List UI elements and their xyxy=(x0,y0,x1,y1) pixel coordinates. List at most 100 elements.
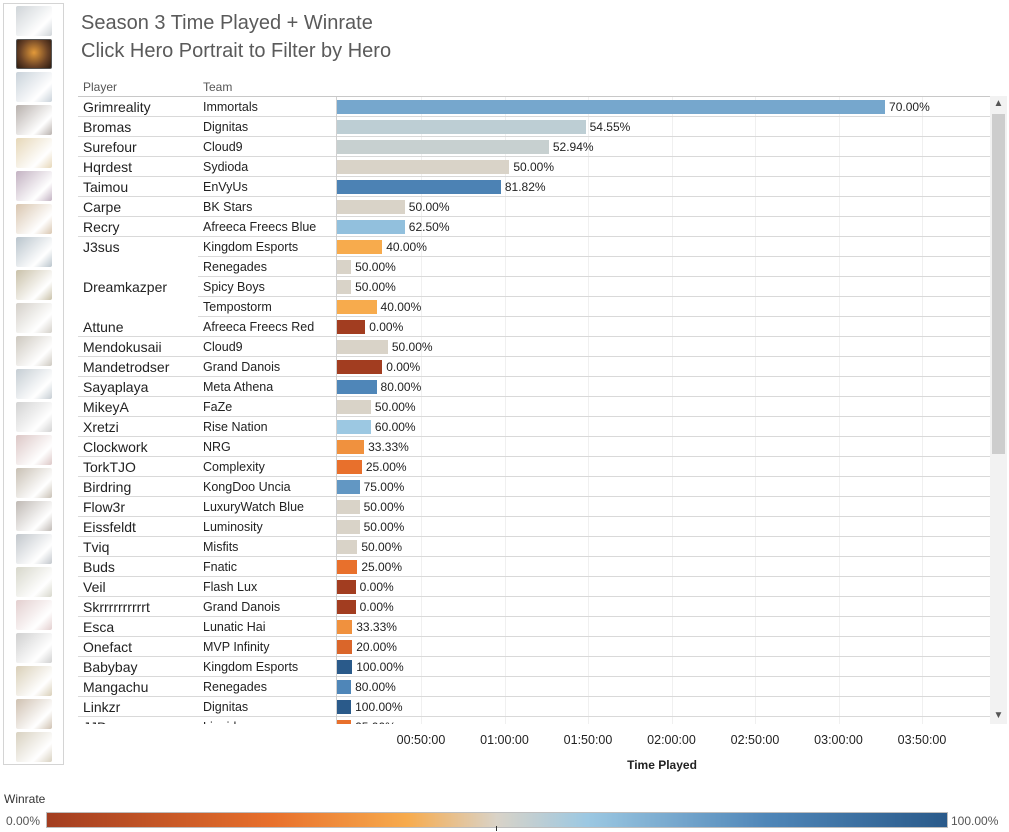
time-played-bar[interactable] xyxy=(337,320,366,334)
time-played-bar[interactable] xyxy=(337,420,371,434)
table-row[interactable]: Flow3r LuxuryWatch Blue 50.00% xyxy=(78,497,990,517)
time-played-bar[interactable] xyxy=(337,580,356,594)
time-played-bar[interactable] xyxy=(337,240,383,254)
time-played-bar[interactable] xyxy=(337,200,405,214)
table-row[interactable]: Renegades 50.00% xyxy=(78,257,990,277)
time-played-bar[interactable] xyxy=(337,620,353,634)
table-row[interactable]: J3sus Kingdom Esports 40.00% xyxy=(78,237,990,257)
table-row[interactable]: Skrrrrrrrrrrt Grand Danois 0.00% xyxy=(78,597,990,617)
time-played-bar[interactable] xyxy=(337,480,360,494)
scroll-thumb[interactable] xyxy=(992,114,1005,454)
table-row[interactable]: MikeyA FaZe 50.00% xyxy=(78,397,990,417)
hero-icon-14[interactable] xyxy=(16,435,52,465)
table-row[interactable]: Carpe BK Stars 50.00% xyxy=(78,197,990,217)
time-played-bar[interactable] xyxy=(337,560,358,574)
table-row[interactable]: Sayaplaya Meta Athena 80.00% xyxy=(78,377,990,397)
table-row[interactable]: TorkTJO Complexity 25.00% xyxy=(78,457,990,477)
table-row[interactable]: Mandetrodser Grand Danois 0.00% xyxy=(78,357,990,377)
time-played-bar[interactable] xyxy=(337,140,549,154)
team-column-header[interactable]: Team xyxy=(203,80,233,94)
team-name: Cloud9 xyxy=(203,140,243,154)
hero-icon-2-selected[interactable] xyxy=(16,39,52,69)
time-played-bar[interactable] xyxy=(337,100,886,114)
hero-icon-16[interactable] xyxy=(16,501,52,531)
table-row[interactable]: Attune Afreeca Freecs Red 0.00% xyxy=(78,317,990,337)
table-row[interactable]: Bromas Dignitas 54.55% xyxy=(78,117,990,137)
time-played-bar[interactable] xyxy=(337,640,353,654)
time-played-bar[interactable] xyxy=(337,440,365,454)
time-played-bar[interactable] xyxy=(337,460,362,474)
row-divider xyxy=(78,496,990,497)
hero-icon-13[interactable] xyxy=(16,402,52,432)
scroll-down-icon[interactable]: ▼ xyxy=(993,710,1004,721)
hero-icon-1[interactable] xyxy=(16,6,52,36)
team-name: Misfits xyxy=(203,540,239,554)
hero-icon-18[interactable] xyxy=(16,567,52,597)
table-row[interactable]: Mendokusaii Cloud9 50.00% xyxy=(78,337,990,357)
hero-icon-22[interactable] xyxy=(16,699,52,729)
winrate-label: 25.00% xyxy=(365,460,407,474)
time-played-bar[interactable] xyxy=(337,660,353,674)
scroll-up-icon[interactable]: ▲ xyxy=(993,98,1004,109)
table-row[interactable]: Dreamkazper Spicy Boys 50.00% xyxy=(78,277,990,297)
time-played-bar[interactable] xyxy=(337,300,377,314)
table-row[interactable]: Buds Fnatic 25.00% xyxy=(78,557,990,577)
table-row[interactable]: Taimou EnVyUs 81.82% xyxy=(78,177,990,197)
table-row[interactable]: Surefour Cloud9 52.94% xyxy=(78,137,990,157)
time-played-bar[interactable] xyxy=(337,120,586,134)
team-name: LuxuryWatch Blue xyxy=(203,500,304,514)
time-played-bar[interactable] xyxy=(337,260,352,274)
table-row[interactable]: Onefact MVP Infinity 20.00% xyxy=(78,637,990,657)
table-row[interactable]: Recry Afreeca Freecs Blue 62.50% xyxy=(78,217,990,237)
hero-icon-4[interactable] xyxy=(16,105,52,135)
hero-icon-6[interactable] xyxy=(16,171,52,201)
time-played-bar[interactable] xyxy=(337,340,388,354)
hero-icon-19[interactable] xyxy=(16,600,52,630)
table-row[interactable]: Xretzi Rise Nation 60.00% xyxy=(78,417,990,437)
table-row[interactable]: Veil Flash Lux 0.00% xyxy=(78,577,990,597)
time-played-bar[interactable] xyxy=(337,400,371,414)
row-divider xyxy=(78,216,990,217)
time-played-bar[interactable] xyxy=(337,380,377,394)
time-played-bar[interactable] xyxy=(337,680,352,694)
time-played-bar[interactable] xyxy=(337,280,352,294)
table-row[interactable]: Linkzr Dignitas 100.00% xyxy=(78,697,990,717)
table-row[interactable]: Hqrdest Sydioda 50.00% xyxy=(78,157,990,177)
table-row[interactable]: Eissfeldt Luminosity 50.00% xyxy=(78,517,990,537)
hero-icon-10[interactable] xyxy=(16,303,52,333)
hero-icon-7[interactable] xyxy=(16,204,52,234)
vertical-scrollbar[interactable]: ▲ ▼ xyxy=(990,96,1007,724)
hero-icon-21[interactable] xyxy=(16,666,52,696)
hero-icon-11[interactable] xyxy=(16,336,52,366)
table-row[interactable]: Grimreality Immortals 70.00% xyxy=(78,97,990,117)
table-row[interactable]: Babybay Kingdom Esports 100.00% xyxy=(78,657,990,677)
hero-icon-12[interactable] xyxy=(16,369,52,399)
hero-icon-5[interactable] xyxy=(16,138,52,168)
table-row[interactable]: Esca Lunatic Hai 33.33% xyxy=(78,617,990,637)
time-played-bar[interactable] xyxy=(337,160,510,174)
hero-icon-3[interactable] xyxy=(16,72,52,102)
time-played-bar[interactable] xyxy=(337,180,501,194)
hero-icon-17[interactable] xyxy=(16,534,52,564)
time-played-bar[interactable] xyxy=(337,360,383,374)
table-row[interactable]: Clockwork NRG 33.33% xyxy=(78,437,990,457)
hero-icon-15[interactable] xyxy=(16,468,52,498)
time-played-bar[interactable] xyxy=(337,600,356,614)
hero-icon-9[interactable] xyxy=(16,270,52,300)
table-row[interactable]: Tviq Misfits 50.00% xyxy=(78,537,990,557)
hero-icon-23[interactable] xyxy=(16,732,52,762)
time-played-bar[interactable] xyxy=(337,540,358,554)
time-played-bar[interactable] xyxy=(337,720,352,724)
time-played-bar[interactable] xyxy=(337,220,405,234)
time-played-bar[interactable] xyxy=(337,520,360,534)
table-row[interactable]: JJD Liquid 25.00% xyxy=(78,717,990,724)
hero-icon-20[interactable] xyxy=(16,633,52,663)
time-played-bar[interactable] xyxy=(337,500,360,514)
player-name: Esca xyxy=(83,619,115,635)
table-row[interactable]: Birdring KongDoo Uncia 75.00% xyxy=(78,477,990,497)
table-row[interactable]: Mangachu Renegades 80.00% xyxy=(78,677,990,697)
hero-icon-8[interactable] xyxy=(16,237,52,267)
table-row[interactable]: Tempostorm 40.00% xyxy=(78,297,990,317)
player-column-header[interactable]: Player xyxy=(83,80,118,94)
time-played-bar[interactable] xyxy=(337,700,352,714)
